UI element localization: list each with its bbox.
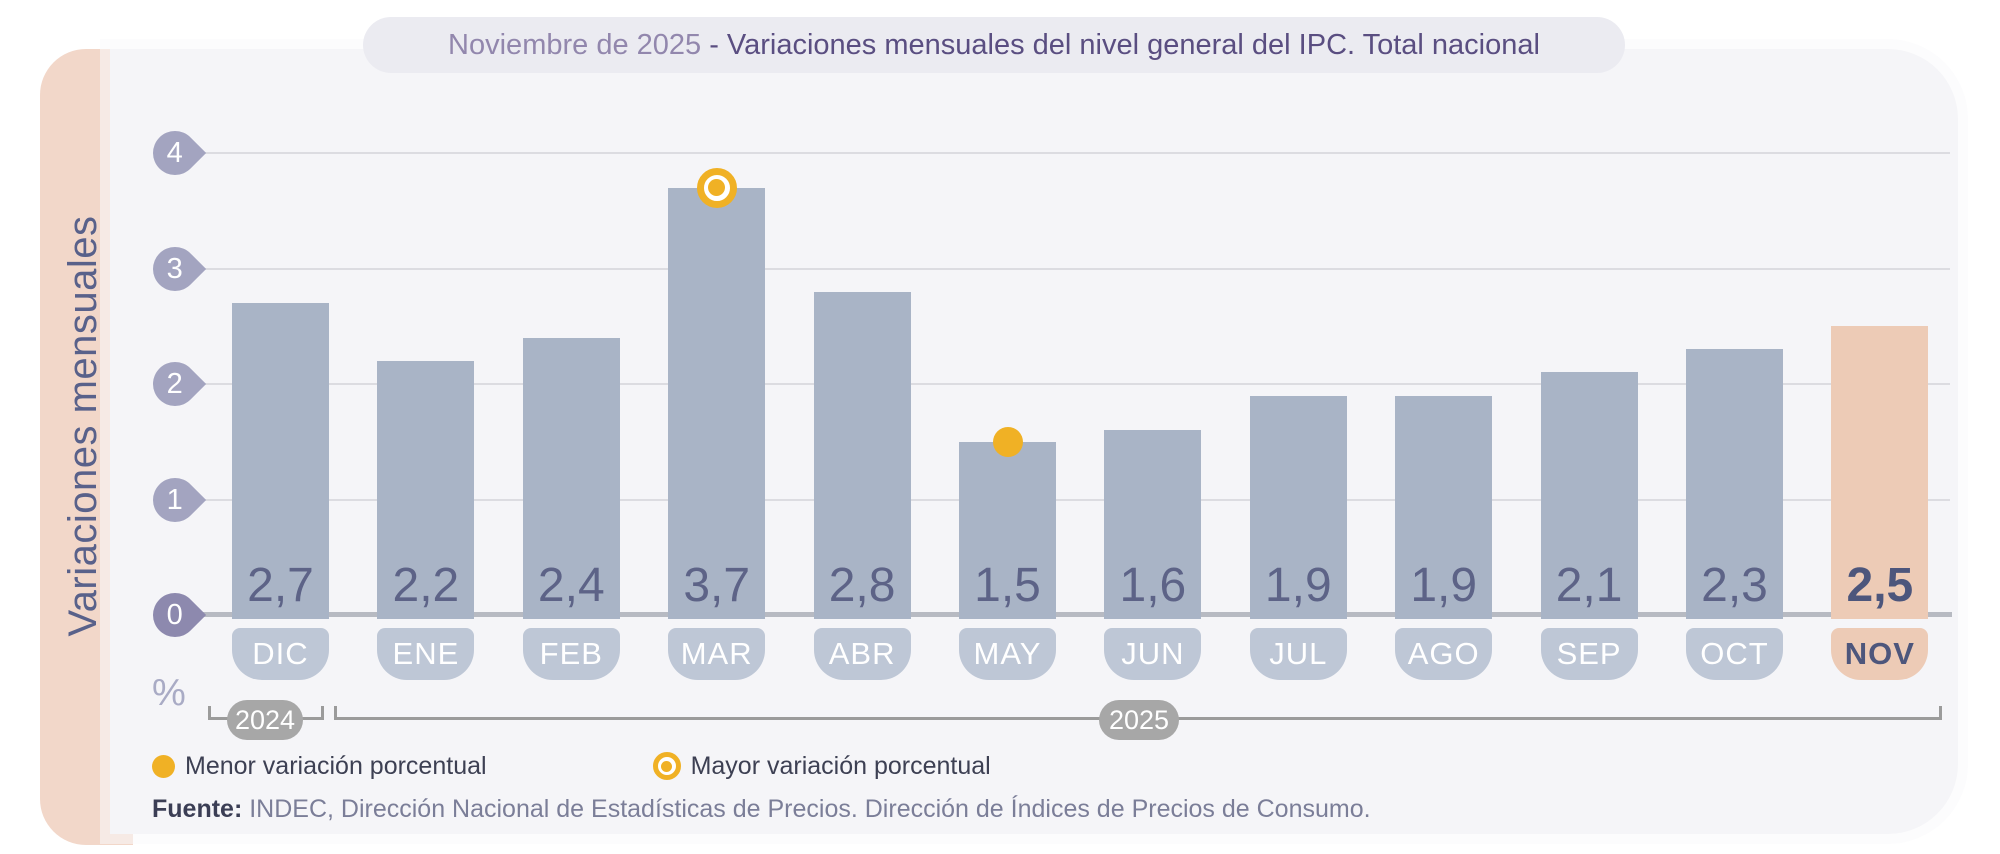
month-label-ago: AGO	[1395, 628, 1493, 680]
bar-value-label: 2,1	[1555, 558, 1623, 612]
chart-title-period: Noviembre de 2025	[448, 28, 702, 61]
bar-may: 1,5	[959, 441, 1056, 619]
bar-ene: 2,2	[377, 360, 475, 619]
month-label-may: MAY	[959, 628, 1056, 680]
min-variation-dot-icon	[152, 754, 175, 778]
month-label-nov: NOV	[1831, 628, 1929, 680]
gridline-1	[200, 498, 1950, 501]
month-label-jul: JUL	[1249, 628, 1347, 680]
source-prefix: Fuente:	[152, 795, 243, 823]
bar-value-label: 1,9	[1410, 558, 1478, 612]
x-axis-baseline	[176, 612, 1952, 617]
y-axis-title: Variaciones mensuales	[61, 215, 105, 637]
max-variation-ring-icon	[652, 752, 681, 780]
legend: Menor variación porcentual Mayor variaci…	[152, 748, 991, 784]
bar-sep: 2,1	[1540, 372, 1638, 619]
bar-value-label: 2,7	[247, 558, 314, 612]
chart-title-description: - Variaciones mensuales del nivel genera…	[701, 28, 1540, 61]
legend-item-min: Menor variación porcentual	[152, 752, 487, 781]
bar-jul: 1,9	[1249, 395, 1347, 619]
bar-ago: 1,9	[1395, 395, 1493, 619]
month-label-jun: JUN	[1104, 628, 1202, 680]
source-text: INDEC, Dirección Nacional de Estadística…	[242, 795, 1371, 823]
legend-item-max: Mayor variación porcentual	[652, 751, 991, 781]
month-label-ene: ENE	[377, 628, 475, 680]
month-label-mar: MAR	[668, 628, 766, 680]
gridline-3	[200, 267, 1950, 270]
source-line: Fuente: INDEC, Dirección Nacional de Est…	[152, 795, 1371, 824]
bar-abr: 2,8	[813, 291, 911, 619]
bar-dic: 2,7	[232, 303, 329, 619]
bar-feb: 2,4	[522, 337, 620, 619]
bar-value-label: 1,6	[1119, 558, 1187, 612]
bar-nov: 2,5	[1831, 326, 1929, 619]
month-label-oct: OCT	[1686, 628, 1783, 680]
bar-value-label: 2,2	[392, 558, 460, 612]
bar-value-label: 2,3	[1701, 558, 1768, 612]
month-label-feb: FEB	[522, 628, 620, 680]
bar-value-label: 2,8	[828, 558, 896, 612]
bar-mar: 3,7	[668, 187, 766, 619]
bar-value-label: 2,4	[537, 558, 605, 612]
month-label-dic: DIC	[232, 628, 329, 680]
bar-value-label: 1,5	[974, 559, 1041, 612]
legend-label-max: Mayor variación porcentual	[690, 751, 991, 780]
year-pill-2024: 2024	[227, 700, 303, 740]
gridline-2	[200, 383, 1950, 385]
max-variation-marker	[696, 167, 737, 208]
bar-value-label: 1,9	[1264, 558, 1332, 612]
min-variation-marker	[992, 426, 1023, 457]
gridline-4	[200, 152, 1950, 154]
bar-oct: 2,3	[1686, 349, 1783, 619]
year-pill-2025: 2025	[1099, 700, 1179, 740]
percent-unit-label: %	[152, 672, 186, 714]
bar-value-label: 3,7	[683, 558, 751, 612]
bar-jun: 1,6	[1104, 430, 1202, 619]
legend-label-min: Menor variación porcentual	[185, 751, 487, 780]
month-label-sep: SEP	[1540, 628, 1638, 680]
month-label-abr: ABR	[813, 628, 911, 680]
chart-title: Noviembre de 2025 - Variaciones mensuale…	[363, 17, 1625, 73]
bar-value-label: 2,5	[1846, 559, 1914, 612]
